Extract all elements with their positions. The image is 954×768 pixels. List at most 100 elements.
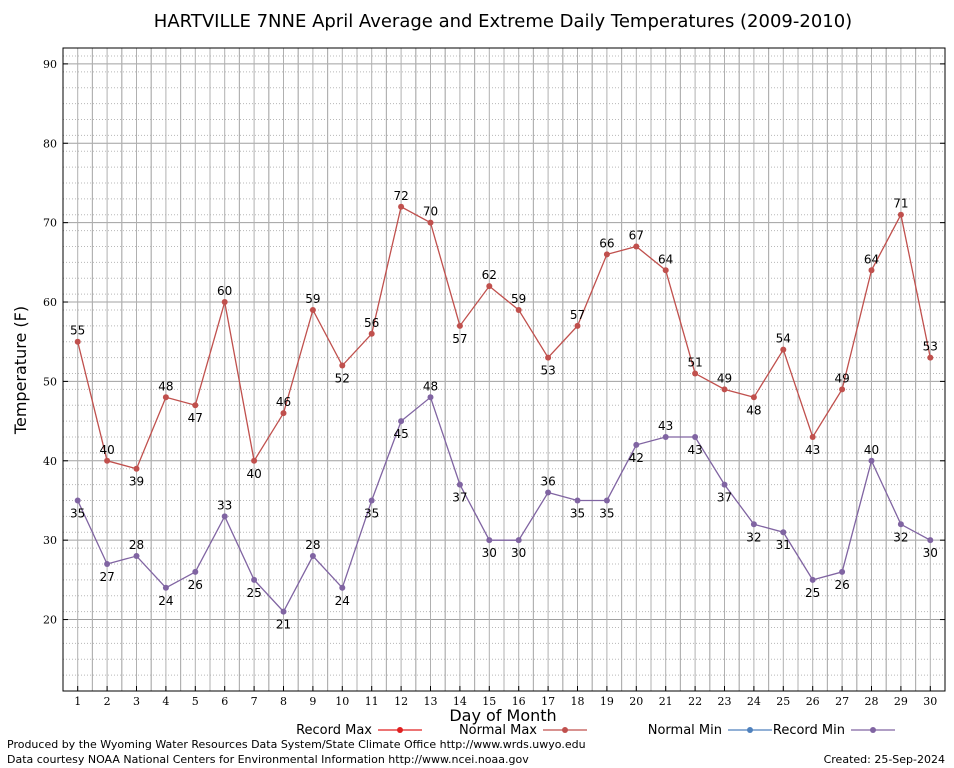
data-label: 39: [129, 475, 144, 489]
chart-title: HARTVILLE 7NNE April Average and Extreme…: [154, 11, 852, 32]
data-point: [427, 394, 434, 401]
data-label: 46: [276, 395, 291, 409]
legend: Record Max Normal Max Normal Min Record Min: [296, 723, 895, 738]
data-label: 57: [452, 332, 467, 346]
x-tick-label: 23: [718, 695, 732, 708]
x-tick-label: 24: [747, 695, 761, 708]
data-point: [133, 553, 140, 560]
data-label: 48: [746, 403, 761, 417]
x-tick-label: 13: [424, 695, 438, 708]
series-line-normal-max: [77, 205, 931, 470]
x-tick-label: 29: [894, 695, 908, 708]
data-label: 35: [599, 506, 614, 520]
y-tick-label: 70: [43, 217, 57, 230]
data-label: 71: [893, 197, 908, 211]
data-point: [192, 402, 199, 409]
legend-label: Normal Min: [648, 723, 722, 738]
x-tick-label: 25: [776, 695, 790, 708]
data-point: [662, 433, 669, 440]
data-label: 72: [393, 189, 408, 203]
data-label: 24: [158, 594, 173, 608]
y-tick-label: 50: [43, 375, 57, 388]
x-tick-label: 7: [251, 695, 258, 708]
data-label: 67: [629, 228, 644, 242]
data-label: 64: [864, 252, 879, 266]
data-label: 40: [864, 443, 879, 457]
data-point: [427, 219, 434, 226]
data-point: [603, 251, 610, 258]
data-point: [839, 386, 846, 393]
footer-created: Created: 25-Sep-2024: [824, 753, 945, 766]
x-tick-label: 10: [335, 695, 349, 708]
data-label: 30: [482, 546, 497, 560]
data-label: 24: [335, 594, 350, 608]
legend-label: Record Min: [773, 723, 845, 738]
data-label: 49: [717, 371, 732, 385]
x-axis-label: Day of Month: [449, 706, 556, 725]
data-point: [368, 330, 375, 337]
data-point: [721, 481, 728, 488]
data-label: 49: [834, 371, 849, 385]
data-point: [809, 433, 816, 440]
data-point: [339, 584, 346, 591]
data-point: [251, 576, 258, 583]
x-tick-label: 28: [865, 695, 879, 708]
x-tick-label: 5: [192, 695, 199, 708]
data-point: [74, 338, 81, 345]
x-tick-label: 27: [835, 695, 849, 708]
data-label: 60: [217, 284, 232, 298]
x-tick-label: 30: [923, 695, 937, 708]
data-label: 32: [893, 530, 908, 544]
data-point: [280, 608, 287, 615]
x-tick-label: 21: [659, 695, 673, 708]
y-tick-label: 60: [43, 296, 57, 309]
data-point: [897, 211, 904, 218]
data-label: 56: [364, 316, 379, 330]
data-point: [456, 322, 463, 329]
series-line-record-min: [77, 396, 931, 613]
y-tick-label: 20: [43, 614, 57, 627]
data-label: 28: [129, 538, 144, 552]
data-point: [780, 529, 787, 536]
data-label: 27: [99, 570, 114, 584]
data-label: 33: [217, 498, 232, 512]
data-point: [574, 497, 581, 504]
data-point: [74, 497, 81, 504]
data-label: 43: [658, 419, 673, 433]
plot-frame: [62, 47, 946, 692]
data-point: [545, 489, 552, 496]
legend-label: Record Max: [296, 723, 372, 738]
data-label: 48: [423, 379, 438, 393]
data-label: 25: [805, 586, 820, 600]
data-label: 53: [923, 340, 938, 354]
x-tick-label: 20: [629, 695, 643, 708]
data-label: 52: [335, 372, 350, 386]
data-point: [104, 457, 111, 464]
x-tick-label: 11: [365, 695, 379, 708]
data-label: 47: [188, 411, 203, 425]
data-point: [486, 537, 493, 544]
legend-label: Normal Max: [459, 723, 537, 738]
data-point: [750, 521, 757, 528]
data-label: 32: [746, 530, 761, 544]
y-tick-label: 30: [43, 534, 57, 547]
data-label: 40: [99, 443, 114, 457]
data-label: 54: [776, 332, 791, 346]
x-tick-label: 26: [806, 695, 820, 708]
data-point: [456, 481, 463, 488]
x-tick-label: 6: [221, 695, 228, 708]
data-point: [309, 553, 316, 560]
data-point: [162, 584, 169, 591]
data-point: [927, 354, 934, 361]
data-label: 26: [188, 578, 203, 592]
data-point: [721, 386, 728, 393]
data-point: [280, 410, 287, 417]
data-label: 30: [511, 546, 526, 560]
data-point: [545, 354, 552, 361]
data-label: 37: [452, 491, 467, 505]
x-tick-label: 3: [133, 695, 140, 708]
x-tick-label: 22: [688, 695, 702, 708]
y-tick-label: 80: [43, 137, 57, 150]
data-point: [692, 433, 699, 440]
data-point: [927, 537, 934, 544]
